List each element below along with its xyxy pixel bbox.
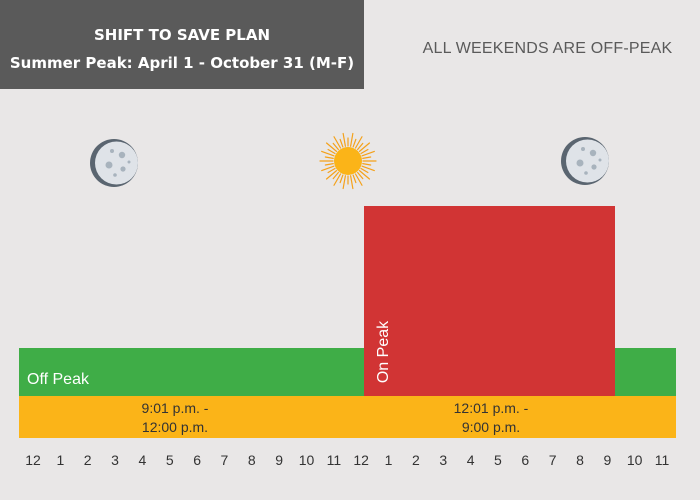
plan-subtitle: Summer Peak: April 1 - October 31 (M-F) [9,54,355,72]
on-peak-time-end: 9:00 p.m. [461,419,521,435]
hour-label: 3 [439,452,448,468]
hour-label: 4 [466,452,475,468]
hour-label: 1 [384,452,393,468]
hour-label: 6 [521,452,530,468]
hour-label: 2 [411,452,420,468]
weekend-note: ALL WEEKENDS ARE OFF-PEAK [422,40,673,57]
off-peak-bar-evening [615,348,676,396]
on-peak-label: On Peak [375,320,392,384]
hour-axis: 12 1 2 3 4 5 6 7 8 9 10 11 12 1 2 3 4 5 6 7 8 9 10 11 [0,452,700,470]
moon-icon [90,139,138,187]
on-peak-time-range: 12:01 p.m. - 9:00 p.m. [416,399,566,437]
hour-label: 6 [193,452,201,468]
off-peak-bar-morning [19,348,364,396]
hour-label: 2 [83,452,92,468]
hour-label: 12 [353,452,369,468]
hour-label: 7 [220,452,229,468]
hour-label: 11 [326,452,342,468]
hour-label: 10 [626,452,643,468]
hour-label: 9 [603,452,612,468]
hour-label: 5 [165,452,174,468]
off-peak-label: Off Peak [27,371,89,388]
off-peak-time-start: 9:01 p.m. - [141,400,209,416]
hour-label: 7 [548,452,557,468]
hour-label: 1 [56,452,65,468]
hour-label: 10 [298,452,315,468]
time-range-bar [19,396,676,438]
hour-label: 3 [111,452,119,468]
hour-label: 12 [25,452,41,468]
moon-icon [561,137,609,185]
title-box: SHIFT TO SAVE PLAN Summer Peak: April 1 … [0,0,364,89]
hour-label: 9 [275,452,284,468]
hour-label: 5 [494,452,502,468]
hour-label: 4 [138,452,147,468]
on-peak-time-start: 12:01 p.m. - [453,400,529,416]
plan-title: SHIFT TO SAVE PLAN [93,26,271,44]
hour-label: 8 [247,452,256,468]
hour-label: 11 [654,452,670,468]
sun-icon [319,132,377,190]
hour-label: 8 [576,452,584,468]
on-peak-bar [364,206,615,396]
off-peak-time-end: 12:00 p.m. [141,419,209,435]
off-peak-time-range: 9:01 p.m. - 12:00 p.m. [100,399,250,437]
